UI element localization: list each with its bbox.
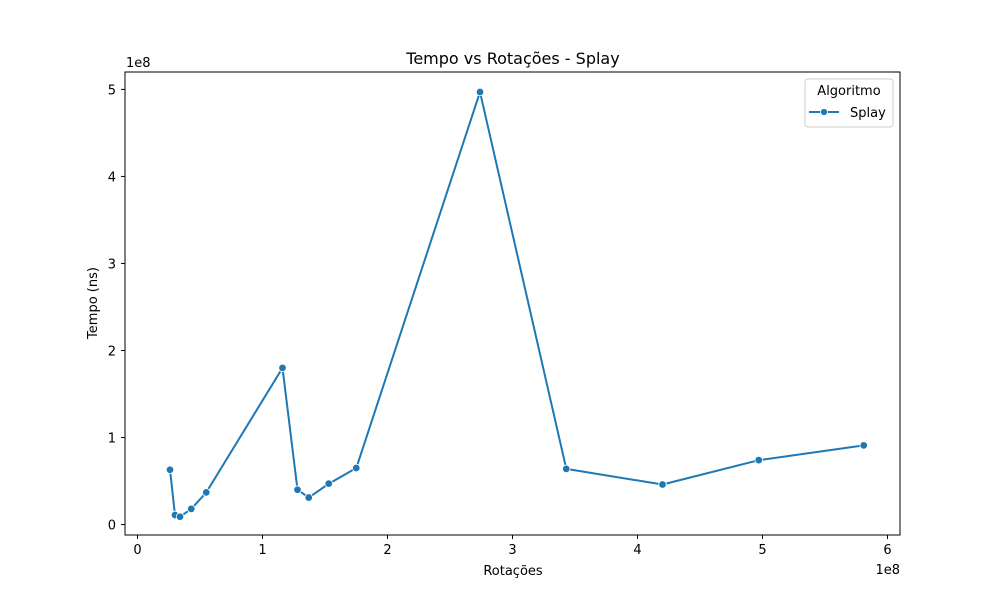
y-tick-label: 3 [108, 257, 116, 272]
x-tick-label: 2 [383, 543, 391, 558]
x-tick-label: 6 [883, 543, 891, 558]
data-point [175, 512, 185, 521]
x-axis-offset-text: 1e8 [875, 563, 900, 578]
legend: Algoritmo Splay [804, 78, 894, 128]
data-point [352, 463, 361, 473]
y-tick-label: 1 [108, 432, 116, 447]
y-tick-label: 0 [108, 519, 116, 534]
data-point [754, 455, 763, 465]
data-point [475, 87, 485, 97]
y-axis-label: Tempo (ns) [86, 267, 101, 340]
y-tick-label: 5 [108, 83, 116, 98]
chart-title: Tempo vs Rotações - Splay [405, 49, 619, 68]
y-axis-ticks: 0 1 2 3 4 5 [108, 83, 125, 534]
y-tick-label: 4 [108, 170, 116, 185]
x-tick-label: 1 [258, 543, 266, 558]
legend-frame [804, 78, 894, 128]
x-axis-label: Rotações [483, 564, 543, 579]
plot-frame [124, 71, 901, 536]
data-point [278, 363, 287, 373]
x-tick-label: 5 [758, 543, 766, 558]
legend-marker-splay [820, 108, 828, 116]
data-point [202, 488, 211, 497]
x-tick-label: 3 [508, 543, 516, 558]
y-axis-offset-text: 1e8 [126, 56, 151, 71]
x-tick-label: 0 [133, 543, 141, 558]
legend-title: Algoritmo [817, 84, 880, 99]
data-point [324, 479, 333, 488]
data-point [859, 441, 868, 450]
legend-label-splay: Splay [850, 106, 886, 121]
data-point [293, 485, 302, 494]
data-point [187, 504, 196, 514]
y-tick-label: 2 [108, 344, 116, 359]
data-point [165, 465, 175, 474]
data-point [304, 493, 313, 502]
x-axis-ticks: 0 1 2 3 4 5 6 [133, 535, 892, 558]
series-group [165, 87, 868, 521]
data-point [562, 464, 571, 474]
data-point [658, 480, 667, 489]
x-tick-label: 4 [633, 543, 641, 558]
